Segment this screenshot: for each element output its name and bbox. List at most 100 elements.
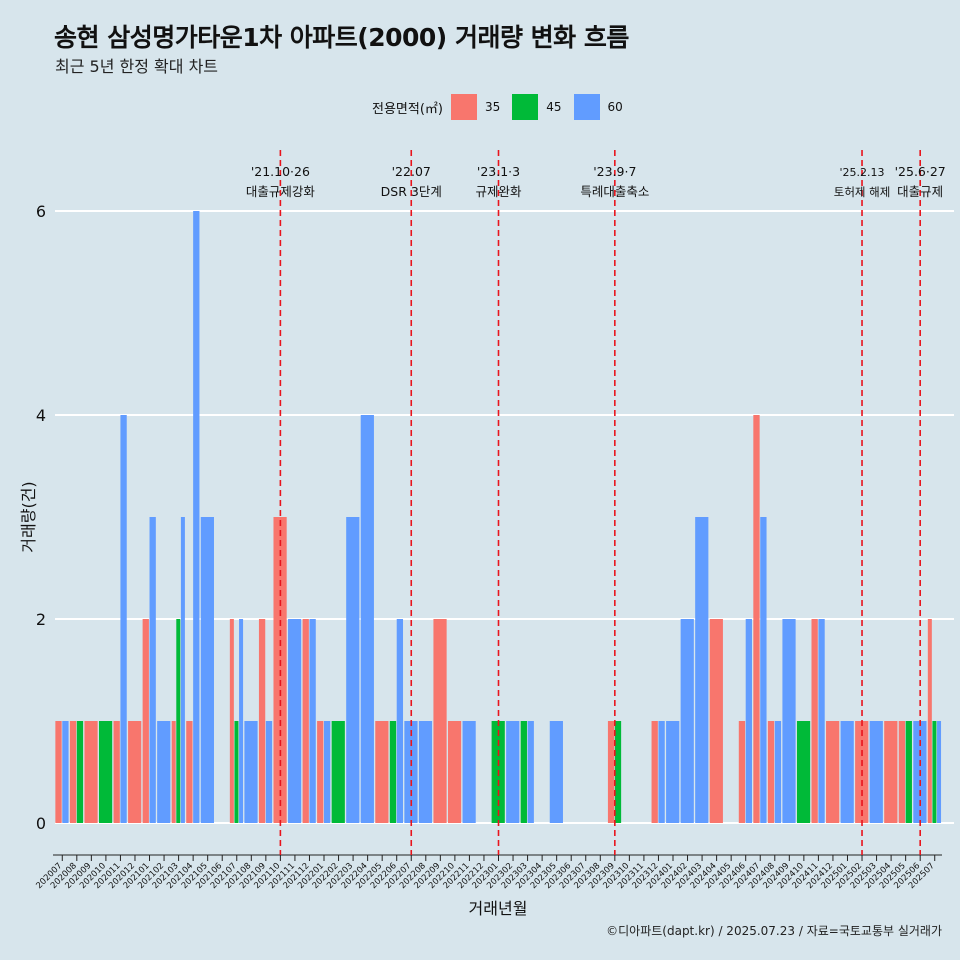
legend-item-45: 45 (512, 94, 567, 120)
legend-swatch-35 (450, 94, 477, 120)
event-date-202506: '25.6·27 (895, 164, 946, 179)
event-label-202309: 특례대출축소 (580, 184, 649, 199)
event-label-202207: DSR 3단계 (381, 184, 442, 199)
y-tick-label-0: 0 (36, 814, 46, 833)
bar-202403-60 (695, 517, 709, 823)
legend-swatch-45 (512, 94, 539, 120)
legend-label-35: 35 (484, 100, 501, 114)
bar-202103-60 (180, 517, 185, 823)
bar-202111-60 (288, 619, 302, 823)
bar-202408-35 (767, 721, 775, 823)
bar-202206-60 (396, 619, 404, 823)
bar-202107-45 (234, 721, 239, 823)
y-tick-label-4: 4 (36, 406, 46, 425)
bar-202112-35 (302, 619, 309, 823)
bar-202008-35 (69, 721, 77, 823)
x-axis-title: 거래년월 (469, 899, 528, 918)
legend-label-45: 45 (546, 100, 562, 114)
bar-202201-35 (317, 721, 324, 823)
bar-202411-35 (811, 619, 818, 823)
chart-title: 송현 삼성명가타운1차 아파트(2000) 거래량 변화 흐름 (54, 23, 629, 52)
legend-item-35: 35 (450, 94, 506, 120)
bar-202505-35 (898, 721, 906, 823)
bar-202507-45 (932, 721, 937, 823)
event-date-202207: '22.07 (392, 164, 431, 179)
bar-202012-35 (128, 721, 142, 823)
y-tick-label-2: 2 (36, 610, 46, 629)
bar-202302-60 (506, 721, 520, 823)
bar-202202-45 (331, 721, 345, 823)
event-date-202309: '23.9·7 (593, 164, 636, 179)
legend-item-60: 60 (573, 94, 629, 120)
bar-202007-60 (62, 721, 69, 823)
bar-202505-45 (905, 721, 912, 823)
legend: 전용면적(㎡) 35 45 60 (372, 93, 635, 121)
chart-subtitle: 최근 5년 한정 확대 차트 (55, 57, 219, 76)
caption: ©디아파트(dapt.kr) / 2025.07.23 / 자료=국토교통부 실… (606, 924, 942, 938)
bar-202108-60 (244, 721, 258, 823)
bar-202210-35 (447, 721, 462, 823)
bar-202109-35 (258, 619, 266, 823)
bar-202008-45 (76, 721, 84, 823)
bar-202211-60 (462, 721, 476, 823)
bar-202303-45 (520, 721, 527, 823)
bar-202309-45 (614, 721, 622, 823)
event-date-202301: '23.1·3 (477, 164, 520, 179)
bar-202402-60 (680, 619, 694, 823)
bar-202410-45 (796, 721, 811, 823)
bar-202501-60 (840, 721, 854, 823)
bar-202401-60 (666, 721, 680, 823)
bar-202404-35 (709, 619, 723, 823)
bar-202101-35 (142, 619, 149, 823)
bar-202507-60 (937, 721, 942, 823)
bar-202102-60 (157, 721, 171, 823)
bar-202312-35 (651, 721, 658, 823)
y-axis-title: 거래량(건) (19, 481, 38, 552)
bar-202203-60 (346, 517, 360, 823)
bar-202104-60 (193, 211, 200, 823)
bar-202101-60 (149, 517, 156, 823)
bar-202503-60 (869, 721, 883, 823)
bar-202411-60 (818, 619, 825, 823)
bar-202409-60 (782, 619, 796, 823)
bar-202205-35 (375, 721, 389, 823)
bar-202406-35 (738, 721, 746, 823)
bar-202305-60 (549, 721, 563, 823)
bar-202107-60 (239, 619, 244, 823)
bar-202504-35 (884, 721, 898, 823)
bar-202507-35 (927, 619, 932, 823)
bar-202312-60 (658, 721, 665, 823)
bar-202303-60 (527, 721, 534, 823)
bar-202407-60 (760, 517, 767, 823)
event-date-202502: '25.2.13 (840, 166, 885, 179)
bar-202009-35 (84, 721, 98, 823)
bar-202103-45 (176, 619, 181, 823)
bar-202112-60 (309, 619, 316, 823)
event-label-202506: 대출규제 (897, 184, 943, 199)
bar-202406-60 (745, 619, 753, 823)
legend-title: 전용면적(㎡) (372, 101, 443, 117)
bar-202412-35 (826, 721, 840, 823)
legend-swatch-60 (573, 94, 600, 120)
bar-202407-35 (753, 415, 760, 823)
bar-202103-35 (171, 721, 176, 823)
bar-202208-60 (418, 721, 433, 823)
bar-202204-60 (360, 415, 374, 823)
event-label-202301: 규제완화 (475, 184, 522, 199)
y-tick-label-6: 6 (36, 202, 46, 221)
bar-202104-35 (186, 721, 193, 823)
bar-202109-60 (265, 721, 273, 823)
bar-202209-35 (433, 619, 447, 823)
event-label-202502: 토허제 해제 (834, 185, 891, 199)
bar-202107-35 (229, 619, 234, 823)
bar-202011-60 (120, 415, 127, 823)
bar-202309-35 (607, 721, 615, 823)
event-label-202110: 대출규제강화 (246, 184, 316, 199)
bar-202408-60 (774, 721, 782, 823)
bar-202007-35 (55, 721, 62, 823)
bar-202206-45 (389, 721, 397, 823)
event-date-202110: '21.10·26 (251, 164, 310, 179)
bar-202010-45 (98, 721, 113, 823)
bar-202201-60 (324, 721, 331, 823)
